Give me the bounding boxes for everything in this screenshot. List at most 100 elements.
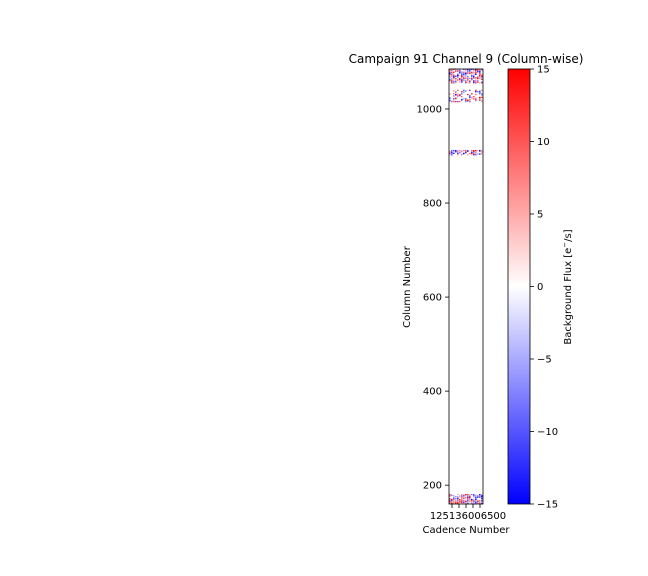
heatmap-cell [465, 496, 467, 498]
heatmap-cell [457, 73, 459, 75]
heatmap-cell [455, 69, 457, 71]
heatmap-cell [453, 502, 455, 504]
heatmap-cell [459, 93, 461, 96]
heatmap-cell [455, 82, 457, 84]
heatmap-cell [455, 70, 457, 73]
heatmap-cell [461, 495, 463, 497]
heatmap-cell [463, 90, 465, 92]
heatmap-cell [467, 72, 469, 74]
heatmap-cell [453, 150, 455, 152]
heatmap-cell [471, 502, 473, 504]
colorbar-gradient [507, 68, 531, 505]
heatmap-cell [469, 500, 471, 503]
heatmap-cells [449, 68, 483, 505]
colorbar: 15 10 5 0 −5 −10 −15 Background Flux [e−/s] [507, 65, 574, 511]
heatmap-cell [465, 81, 467, 83]
colorbar-tick-label: 0 [537, 282, 543, 293]
heatmap-cell [479, 76, 481, 78]
heatmap-cell [469, 89, 471, 91]
heatmap-cell [453, 77, 455, 79]
heatmap-cell [469, 494, 471, 496]
heatmap-cell [453, 80, 455, 82]
heatmap-cell [455, 91, 457, 94]
heatmap-cell [465, 75, 467, 77]
heatmap-cell [451, 499, 453, 501]
heatmap-cell [467, 73, 469, 75]
heatmap-cell [449, 500, 451, 503]
heatmap-cell [461, 76, 463, 78]
heatmap-cell [449, 80, 451, 82]
heatmap-cell [475, 99, 477, 101]
heatmap-cell [469, 496, 471, 498]
heatmap-cell [449, 70, 451, 73]
heatmap-cell [471, 76, 473, 78]
heatmap-cell [471, 154, 473, 156]
heatmap-cell [471, 96, 473, 98]
heatmap-cell [473, 68, 475, 71]
heatmap-cell [469, 500, 471, 502]
colorbar-tick-label: 5 [537, 210, 543, 221]
heatmap-cell [471, 71, 473, 73]
heatmap-cell [481, 78, 483, 80]
heatmap-cell [455, 98, 457, 100]
heatmap-cell [471, 75, 473, 77]
heatmap-cell [471, 77, 473, 80]
heatmap-cell [453, 498, 455, 500]
heatmap-cell [479, 82, 481, 84]
heatmap-cell [449, 75, 451, 77]
heatmap-cell [465, 151, 467, 153]
heatmap-cell [469, 68, 471, 71]
heatmap-cell [477, 495, 479, 497]
heatmap-cell [481, 93, 483, 96]
heatmap-cell [467, 497, 469, 499]
heatmap-cell [459, 152, 461, 154]
heatmap-cell [449, 99, 451, 101]
heatmap-cell [449, 78, 451, 80]
heatmap-cell [475, 70, 477, 72]
heatmap-cell [473, 82, 475, 84]
heatmap-cell [475, 149, 477, 152]
heatmap-cell [465, 98, 467, 100]
heatmap-cell [455, 94, 457, 96]
heatmap-cell [461, 74, 463, 76]
heatmap-cell [479, 73, 481, 75]
heatmap-cell [471, 151, 473, 153]
y-tick-label: 800 [423, 199, 442, 210]
heatmap-cell [453, 79, 455, 81]
heatmap-cell [453, 152, 455, 154]
heatmap-cell [455, 81, 457, 83]
heatmap-cell [463, 501, 465, 503]
heatmap-cell [459, 69, 461, 71]
heatmap-cell [481, 496, 483, 498]
heatmap-cell [477, 496, 479, 498]
heatmap-cell [455, 91, 457, 93]
heatmap-cell [467, 76, 469, 78]
heatmap-cell [479, 153, 481, 155]
heatmap-cell [471, 149, 473, 152]
heatmap-cell [459, 70, 461, 72]
heatmap-cell [473, 502, 475, 504]
heatmap-cell [459, 80, 461, 82]
heatmap-cell [457, 501, 459, 503]
heatmap-cell [467, 77, 469, 80]
heatmap-cell [481, 94, 483, 96]
heatmap-cell [465, 493, 467, 496]
heatmap-cell [469, 73, 471, 75]
heatmap-cell [467, 496, 469, 498]
heatmap-cell [477, 153, 479, 155]
heatmap-cell [461, 75, 463, 78]
heatmap-cell [465, 73, 467, 75]
heatmap-cell [461, 501, 463, 503]
heatmap-cell [465, 99, 467, 101]
heatmap-cell [471, 498, 473, 501]
heatmap-cell [451, 82, 453, 84]
heatmap-cell [461, 150, 463, 152]
heatmap-cell [467, 75, 469, 78]
heatmap-cell [467, 70, 469, 73]
heatmap-cell [453, 82, 455, 84]
heatmap-cell [449, 151, 451, 153]
heatmap-cell [473, 493, 475, 496]
heatmap-cell [479, 77, 481, 80]
heatmap-cell [455, 151, 457, 153]
